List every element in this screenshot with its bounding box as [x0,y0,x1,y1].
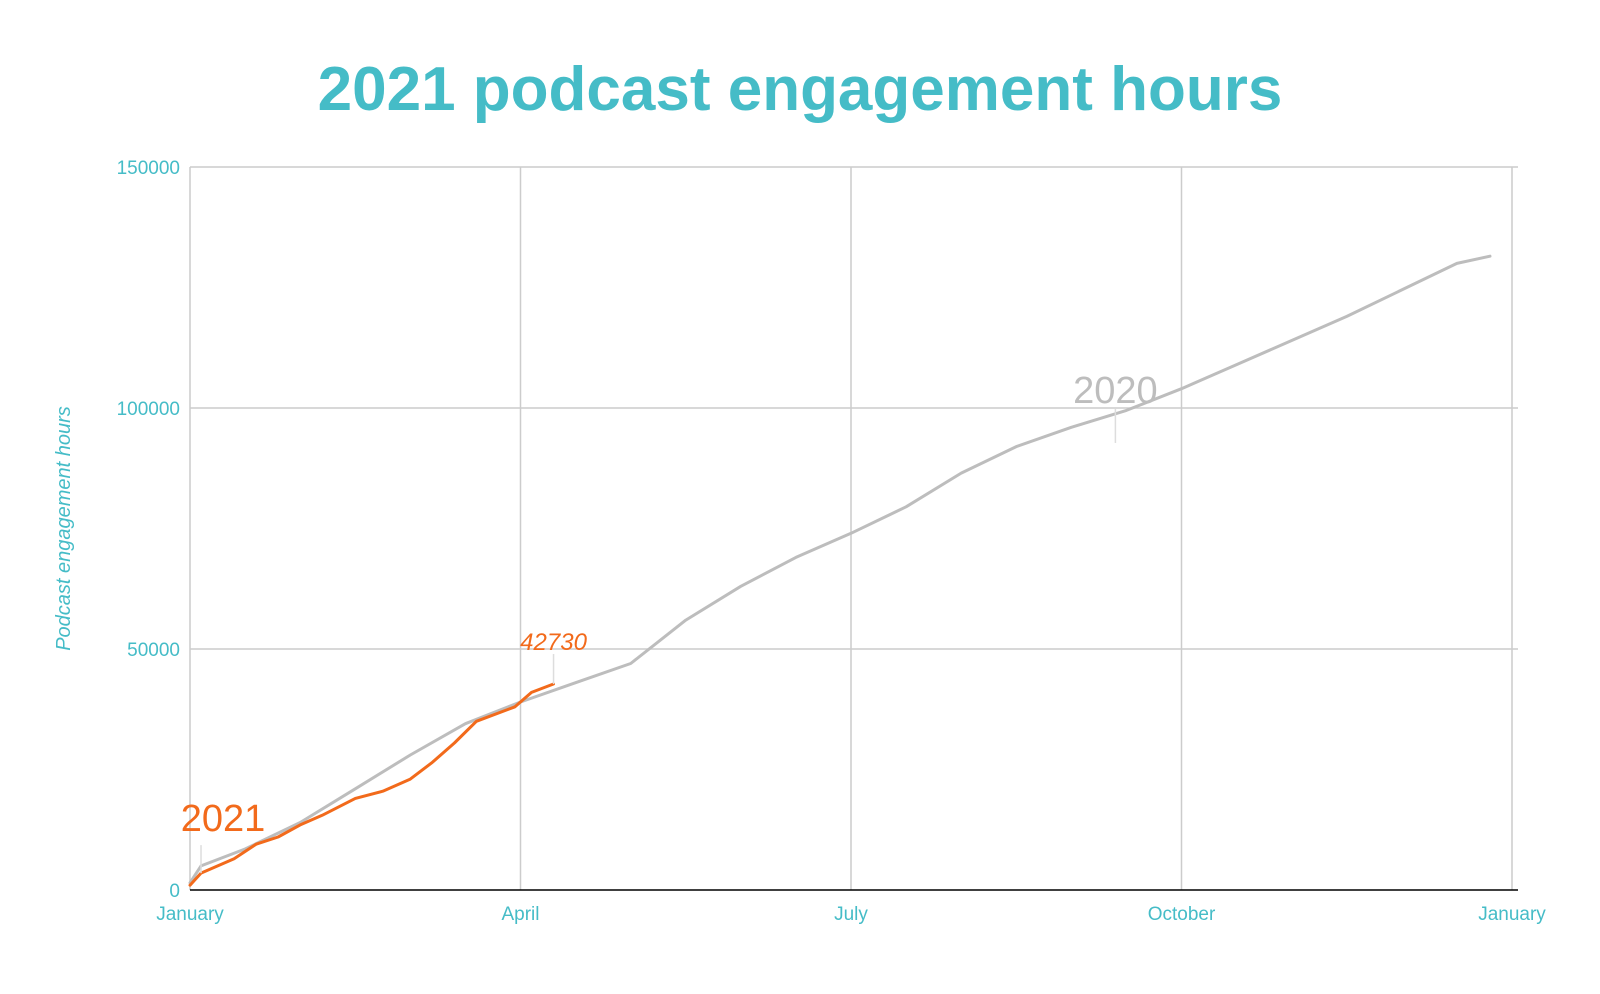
chart-title: 2021 podcast engagement hours [317,55,1283,124]
grid-lines [189,166,1518,890]
y-tick-label: 150000 [117,158,180,179]
x-tick-label: January [156,904,224,925]
y-tick-label: 0 [169,881,180,902]
x-tick-label: July [834,904,868,925]
axes: Podcast engagement hours [53,406,1518,891]
label-2021: 2021 [181,798,266,840]
series-line-2020 [188,254,1492,885]
y-axis-title: Podcast engagement hours [53,406,75,651]
end-value-2021: 42730 [520,629,587,656]
y-tick-label: 50000 [127,640,180,661]
tick-labels: 0 50000 100000 150000 January April July Octobe… [117,158,1547,925]
x-tick-label: January [1478,904,1546,925]
annotations: 2020 2021 42730 [181,370,1158,874]
series-lines [188,254,1492,887]
x-tick-label: April [501,904,539,925]
x-tick-label: October [1148,904,1216,925]
series-line-2021 [188,682,555,887]
label-2020: 2020 [1073,370,1158,412]
y-tick-label: 100000 [117,399,180,420]
